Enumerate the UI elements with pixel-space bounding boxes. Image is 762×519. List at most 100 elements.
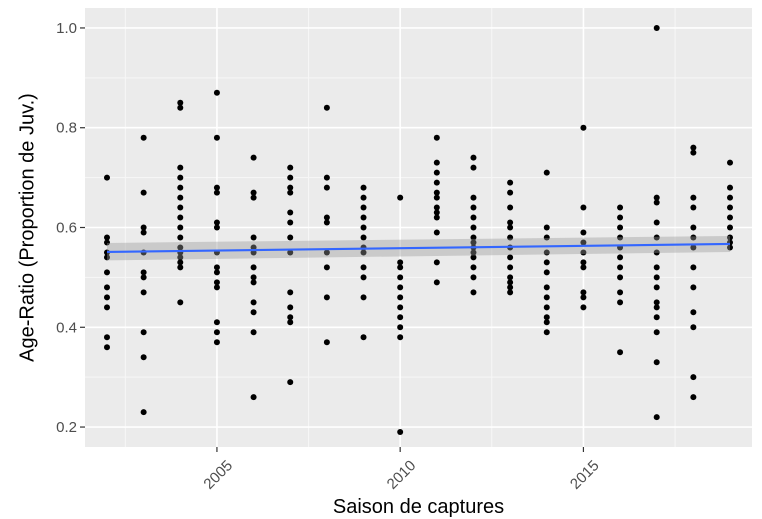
data-point (360, 184, 367, 191)
data-point (213, 319, 220, 326)
data-point (507, 189, 514, 196)
data-point (140, 269, 147, 276)
data-point (653, 234, 660, 241)
data-point (213, 189, 220, 196)
data-point (177, 204, 184, 211)
data-point (433, 159, 440, 166)
data-point (140, 229, 147, 236)
data-point (250, 154, 257, 161)
data-point (250, 279, 257, 286)
data-point (580, 294, 587, 301)
data-point (727, 244, 734, 251)
data-point (470, 214, 477, 221)
trend-line (106, 242, 731, 254)
data-point (287, 379, 294, 386)
data-point (323, 174, 330, 181)
data-point (177, 194, 184, 201)
data-point (580, 289, 587, 296)
x-axis: 2005 2010 2015 (201, 447, 603, 493)
data-point (360, 334, 367, 341)
data-point (543, 284, 550, 291)
data-point (617, 204, 624, 211)
data-point (543, 224, 550, 231)
data-point (433, 259, 440, 266)
y-tick-label: 0.8 (56, 120, 77, 137)
data-point (213, 284, 220, 291)
y-axis: 0.2 0.4 0.6 0.8 1.0 (56, 20, 85, 436)
data-point (323, 294, 330, 301)
data-point (653, 304, 660, 311)
data-point (470, 264, 477, 271)
data-point (360, 234, 367, 241)
data-point (727, 194, 734, 201)
data-point (653, 329, 660, 336)
data-point (727, 184, 734, 191)
data-point (653, 194, 660, 201)
data-point (653, 264, 660, 271)
data-point (103, 344, 110, 351)
x-tick-label: 2015 (567, 457, 603, 493)
data-point (507, 254, 514, 261)
data-point (397, 284, 404, 291)
data-point (690, 309, 697, 316)
data-point (103, 334, 110, 341)
data-point (653, 274, 660, 281)
data-point (433, 204, 440, 211)
x-tick-label: 2005 (201, 457, 237, 493)
data-point (250, 329, 257, 336)
data-point (360, 194, 367, 201)
data-point (177, 99, 184, 106)
data-point (177, 174, 184, 181)
data-point (213, 339, 220, 346)
data-point (397, 264, 404, 271)
data-point (690, 204, 697, 211)
data-point (287, 164, 294, 171)
data-point (287, 209, 294, 216)
data-point (543, 314, 550, 321)
data-point (397, 259, 404, 266)
data-point (433, 134, 440, 141)
data-point (433, 189, 440, 196)
data-point (287, 319, 294, 326)
data-point (470, 239, 477, 246)
data-point (360, 264, 367, 271)
data-point (103, 269, 110, 276)
data-point (507, 179, 514, 186)
data-point (287, 174, 294, 181)
data-point (543, 319, 550, 326)
data-point (507, 284, 514, 291)
data-points (103, 24, 734, 436)
data-point (653, 414, 660, 421)
data-point (433, 214, 440, 221)
data-point (177, 104, 184, 111)
data-point (360, 294, 367, 301)
data-point (543, 269, 550, 276)
data-point (140, 224, 147, 231)
data-point (433, 209, 440, 216)
data-point (617, 289, 624, 296)
data-point (103, 294, 110, 301)
data-point (323, 249, 330, 256)
data-point (103, 234, 110, 241)
data-point (690, 224, 697, 231)
data-point (323, 104, 330, 111)
data-point (470, 274, 477, 281)
data-point (653, 299, 660, 306)
data-point (470, 194, 477, 201)
data-point (580, 204, 587, 211)
data-point (287, 304, 294, 311)
data-point (287, 249, 294, 256)
data-point (250, 274, 257, 281)
x-tick-label: 2010 (384, 457, 420, 493)
data-point (727, 234, 734, 241)
data-point (470, 154, 477, 161)
data-point (177, 164, 184, 171)
data-point (580, 229, 587, 236)
data-point (727, 204, 734, 211)
data-point (580, 264, 587, 271)
data-point (177, 184, 184, 191)
data-point (177, 254, 184, 261)
data-point (213, 329, 220, 336)
data-point (617, 274, 624, 281)
